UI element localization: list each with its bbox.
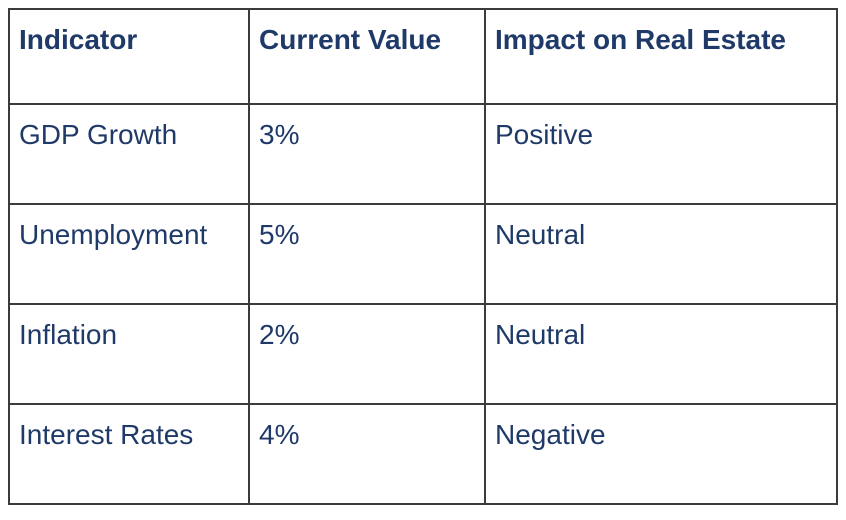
- cell-value: 2%: [248, 303, 486, 405]
- header-current-value: Current Value: [248, 8, 486, 105]
- table-row: Interest Rates 4% Negative: [8, 403, 838, 505]
- cell-indicator: GDP Growth: [8, 103, 250, 205]
- table-row: Inflation 2% Neutral: [8, 303, 838, 405]
- cell-value: 4%: [248, 403, 486, 505]
- cell-indicator: Unemployment: [8, 203, 250, 305]
- cell-indicator: Inflation: [8, 303, 250, 405]
- table-header-row: Indicator Current Value Impact on Real E…: [8, 8, 838, 105]
- cell-value: 3%: [248, 103, 486, 205]
- cell-value: 5%: [248, 203, 486, 305]
- cell-impact: Negative: [484, 403, 838, 505]
- header-impact: Impact on Real Estate: [484, 8, 838, 105]
- table-row: Unemployment 5% Neutral: [8, 203, 838, 305]
- economic-indicators-table: Indicator Current Value Impact on Real E…: [8, 8, 838, 505]
- cell-impact: Positive: [484, 103, 838, 205]
- header-indicator: Indicator: [8, 8, 250, 105]
- table-row: GDP Growth 3% Positive: [8, 103, 838, 205]
- cell-indicator: Interest Rates: [8, 403, 250, 505]
- cell-impact: Neutral: [484, 203, 838, 305]
- cell-impact: Neutral: [484, 303, 838, 405]
